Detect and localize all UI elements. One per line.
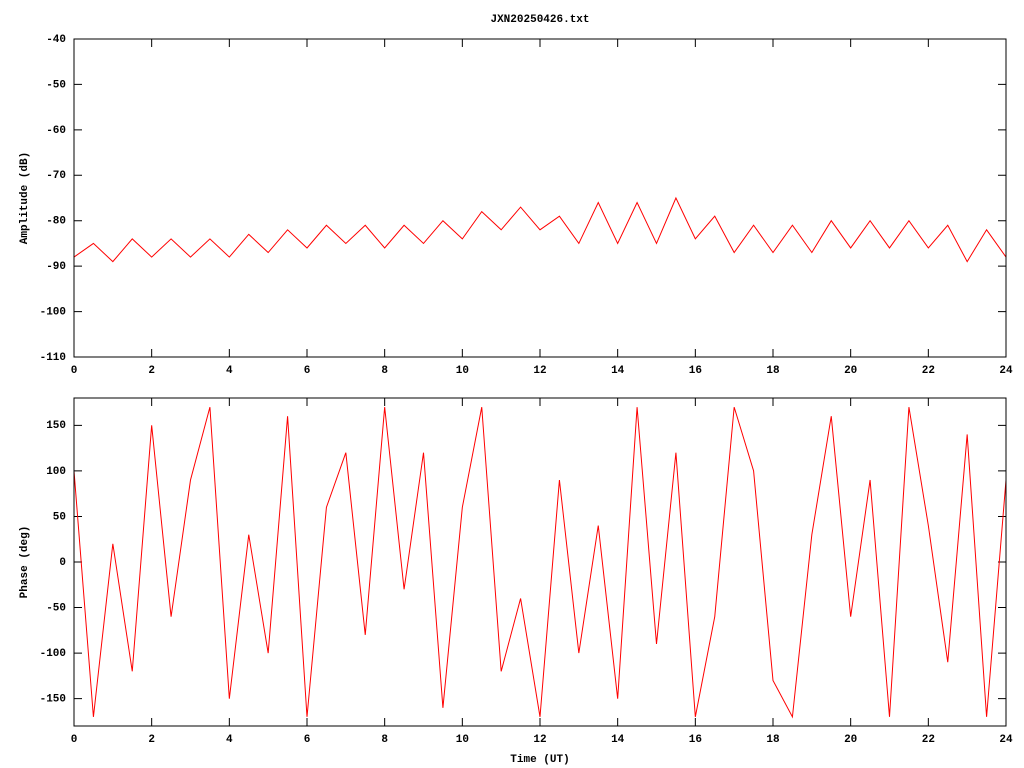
x-tick-label: 2 bbox=[148, 734, 155, 746]
y-tick-label: 50 bbox=[53, 511, 66, 523]
y-tick-label: -70 bbox=[46, 170, 66, 182]
y-tick-label: -150 bbox=[40, 694, 66, 706]
y-tick-label: -100 bbox=[40, 648, 66, 660]
y-tick-label: -90 bbox=[46, 261, 66, 273]
y-tick-label: 150 bbox=[46, 420, 66, 432]
x-tick-label: 10 bbox=[456, 734, 469, 746]
x-tick-label: 20 bbox=[844, 365, 857, 377]
y-axis-label: Amplitude (dB) bbox=[19, 152, 31, 244]
plot-frame bbox=[73, 397, 1007, 727]
x-tick-label: 16 bbox=[689, 365, 702, 377]
x-tick-label: 24 bbox=[999, 365, 1013, 377]
x-tick-label: 14 bbox=[611, 734, 625, 746]
y-tick-label: -60 bbox=[46, 125, 66, 137]
x-tick-label: 10 bbox=[456, 365, 469, 377]
x-tick-label: 4 bbox=[226, 734, 233, 746]
y-tick-label: 0 bbox=[59, 557, 66, 569]
y-tick-label: -50 bbox=[46, 79, 66, 91]
x-tick-label: 0 bbox=[71, 365, 78, 377]
x-tick-label: 22 bbox=[922, 734, 935, 746]
y-axis-label: Phase (deg) bbox=[19, 526, 31, 599]
x-tick-label: 12 bbox=[533, 365, 546, 377]
y-tick-label: -80 bbox=[46, 216, 66, 228]
x-tick-label: 20 bbox=[844, 734, 857, 746]
y-tick-label: 100 bbox=[46, 466, 66, 478]
x-tick-label: 24 bbox=[999, 734, 1013, 746]
plot-frame bbox=[73, 38, 1007, 358]
x-tick-label: 4 bbox=[226, 365, 233, 377]
x-tick-label: 14 bbox=[611, 365, 625, 377]
x-tick-label: 22 bbox=[922, 365, 935, 377]
data-line bbox=[73, 406, 1007, 719]
y-tick-label: -50 bbox=[46, 602, 66, 614]
x-tick-label: 18 bbox=[766, 734, 780, 746]
y-tick-label: -40 bbox=[46, 34, 66, 46]
x-tick-label: 16 bbox=[689, 734, 702, 746]
y-tick-label: -110 bbox=[40, 352, 66, 364]
x-tick-label: 6 bbox=[304, 365, 311, 377]
chart-title: JXN20250426.txt bbox=[490, 14, 589, 26]
x-tick-label: 12 bbox=[533, 734, 546, 746]
x-tick-label: 18 bbox=[766, 365, 780, 377]
x-tick-label: 8 bbox=[381, 365, 388, 377]
data-line bbox=[73, 196, 1007, 263]
x-tick-label: 0 bbox=[71, 734, 78, 746]
x-tick-label: 2 bbox=[148, 365, 155, 377]
x-tick-label: 6 bbox=[304, 734, 311, 746]
x-tick-label: 8 bbox=[381, 734, 388, 746]
y-tick-label: -100 bbox=[40, 306, 66, 318]
x-axis-label: Time (UT) bbox=[510, 754, 569, 766]
